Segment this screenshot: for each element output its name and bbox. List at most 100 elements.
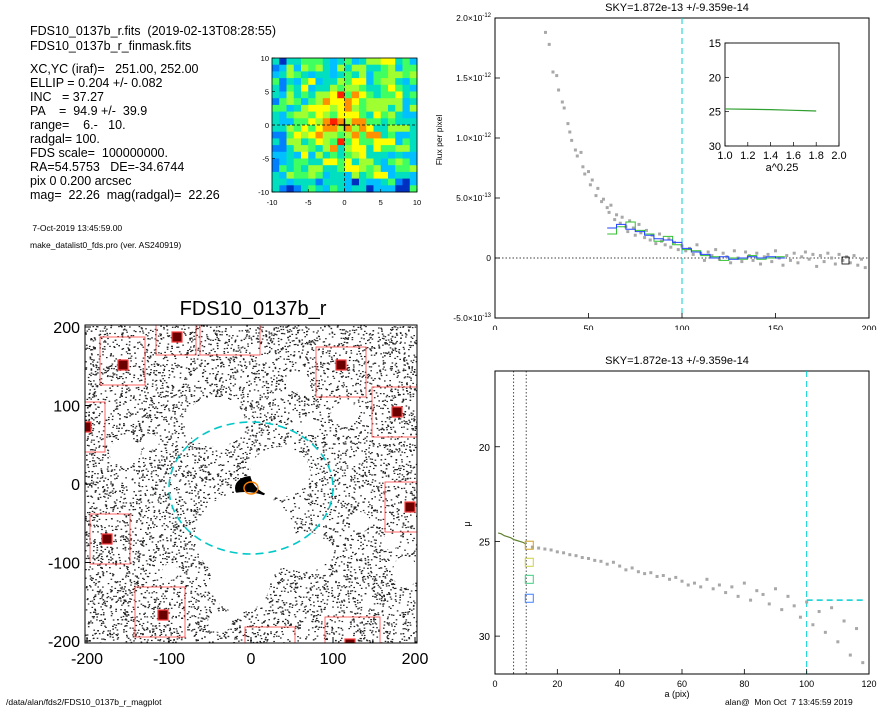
noise-pixel	[110, 615, 113, 617]
noise-pixel	[403, 377, 406, 379]
noise-pixel	[228, 470, 231, 472]
noise-pixel	[355, 631, 358, 633]
noise-pixel	[278, 374, 280, 376]
noise-pixel	[96, 520, 99, 522]
noise-pixel	[221, 373, 224, 375]
thumbnail-cell	[344, 118, 353, 126]
noise-pixel	[328, 344, 330, 346]
noise-pixel	[157, 340, 159, 342]
noise-pixel	[402, 399, 405, 401]
noise-pixel	[121, 339, 123, 341]
noise-pixel	[151, 399, 153, 401]
noise-pixel	[280, 573, 282, 575]
noise-pixel	[350, 446, 352, 448]
thumbnail-cell	[344, 104, 353, 113]
noise-pixel	[176, 346, 178, 348]
noise-pixel	[152, 557, 155, 559]
noise-pixel	[335, 495, 337, 497]
noise-pixel	[281, 376, 284, 378]
noise-pixel	[390, 416, 392, 418]
noise-pixel	[145, 560, 148, 562]
noise-pixel	[330, 392, 333, 394]
thumbnail-cell	[359, 145, 367, 153]
noise-pixel	[93, 519, 96, 521]
noise-pixel	[278, 379, 280, 382]
noise-pixel	[204, 365, 206, 367]
noise-pixel	[285, 348, 287, 350]
noise-pixel	[320, 459, 323, 461]
noise-pixel	[323, 476, 326, 478]
noise-pixel	[86, 490, 88, 492]
thumbnail-cell	[402, 131, 411, 139]
noise-pixel	[370, 570, 372, 573]
thumbnail-cell	[272, 98, 280, 106]
noise-pixel	[255, 617, 257, 619]
noise-pixel	[314, 437, 317, 439]
noise-pixel	[122, 348, 125, 350]
noise-pixel	[348, 562, 351, 564]
noise-pixel	[244, 474, 247, 476]
noise-pixel	[104, 390, 107, 392]
noise-pixel	[376, 427, 379, 430]
noise-pixel	[289, 329, 291, 331]
noise-pixel	[182, 432, 185, 434]
noise-pixel	[113, 346, 116, 348]
noise-pixel	[261, 396, 263, 398]
noise-pixel	[207, 631, 209, 633]
noise-pixel	[173, 592, 175, 594]
noise-pixel	[164, 595, 166, 597]
noise-pixel	[384, 380, 386, 382]
noise-pixel	[99, 402, 102, 404]
noise-pixel	[205, 506, 207, 508]
noise-pixel	[332, 632, 335, 634]
noise-pixel	[340, 454, 342, 456]
noise-pixel	[386, 570, 388, 572]
thumbnail-cell	[373, 91, 382, 99]
noise-pixel	[157, 411, 159, 413]
noise-pixel	[118, 377, 121, 379]
noise-pixel	[363, 624, 365, 626]
thumbnail-cell	[272, 125, 280, 133]
noise-pixel	[148, 429, 150, 431]
noise-pixel	[391, 583, 393, 585]
noise-pixel	[329, 488, 332, 490]
thumbnail-cell	[272, 58, 280, 66]
thumbnail-cell	[286, 58, 295, 66]
thumbnail-cell	[344, 98, 353, 106]
noise-pixel	[349, 428, 352, 430]
noise-pixel	[391, 532, 394, 534]
noise-pixel	[186, 401, 189, 403]
thumbnail-cell	[395, 131, 403, 139]
noise-pixel	[266, 613, 269, 615]
noise-pixel	[253, 389, 256, 391]
noise-pixel	[326, 434, 328, 436]
noise-pixel	[191, 437, 193, 439]
noise-pixel	[353, 506, 356, 508]
thumbnail-cell	[351, 91, 360, 99]
thumbnail-cell	[373, 118, 382, 126]
noise-pixel	[177, 364, 179, 366]
noise-pixel	[350, 547, 352, 549]
thumbnail-cell	[388, 58, 396, 66]
noise-pixel	[152, 628, 155, 630]
thumbnail-cell	[409, 145, 418, 153]
noise-pixel	[100, 439, 103, 441]
noise-pixel	[376, 531, 378, 533]
noise-pixel	[352, 364, 355, 366]
noise-pixel	[378, 567, 381, 569]
noise-pixel	[305, 636, 308, 638]
noise-pixel	[234, 636, 237, 638]
noise-pixel	[101, 472, 104, 474]
noise-pixel	[192, 514, 195, 516]
noise-pixel	[380, 486, 383, 489]
noise-pixel	[401, 638, 404, 640]
noise-pixel	[300, 621, 302, 623]
noise-pixel	[116, 507, 119, 509]
noise-pixel	[134, 427, 137, 429]
noise-pixel	[132, 423, 135, 426]
noise-pixel	[112, 488, 115, 490]
noise-pixel	[167, 335, 169, 337]
thumbnail-cell	[344, 91, 353, 99]
noise-pixel	[145, 485, 148, 487]
